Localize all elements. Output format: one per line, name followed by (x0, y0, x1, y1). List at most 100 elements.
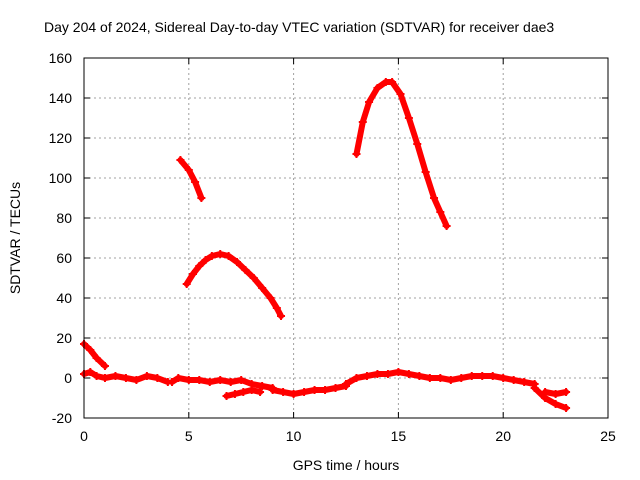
data-point (239, 388, 248, 396)
series-line (81, 341, 108, 369)
grid-lines (84, 58, 608, 418)
data-point (268, 386, 277, 394)
data-point (425, 374, 434, 382)
series-arc-baseline-start (80, 368, 172, 386)
data-point (222, 392, 231, 400)
x-tick-label: 5 (185, 428, 193, 444)
data-point (509, 376, 518, 384)
axis-ticks: 0 5 10 15 20 25 -20 0 20 40 60 80 100 120 140 160 (49, 50, 616, 444)
data-point (197, 194, 206, 202)
data-point (383, 370, 392, 378)
data-point (310, 386, 319, 394)
x-tick-label: 20 (495, 428, 511, 444)
data-point (237, 376, 246, 384)
data-point (430, 194, 439, 202)
data-point (100, 374, 109, 382)
data-point (404, 114, 413, 122)
series-arc-baseline-mid1 (168, 374, 277, 392)
data-point (241, 266, 250, 274)
data-point (352, 374, 361, 382)
data-point (226, 378, 235, 386)
x-tick-label: 15 (391, 428, 407, 444)
data-point (289, 390, 298, 398)
y-tick-label: 100 (49, 170, 73, 186)
data-point (331, 384, 340, 392)
y-tick-label: 60 (56, 250, 72, 266)
y-tick-label: 160 (49, 50, 73, 66)
data-point (230, 390, 239, 398)
series-arc-148 (352, 78, 451, 230)
data-point (373, 370, 382, 378)
data-point (207, 252, 216, 260)
data-point (358, 118, 367, 126)
series-line (177, 157, 205, 201)
data-point (195, 376, 204, 384)
data-point (562, 404, 571, 412)
data-point (436, 208, 445, 216)
y-tick-label: -20 (52, 410, 72, 426)
data-point (520, 378, 529, 386)
y-tick-label: 140 (49, 90, 73, 106)
y-axis-label: SDTVAR / TECUs (7, 182, 23, 294)
data-point (530, 384, 539, 392)
series-line (531, 385, 570, 411)
series-arc-late-flat (541, 388, 571, 398)
data-point (396, 90, 405, 98)
data-point (551, 390, 560, 398)
data-point (404, 370, 413, 378)
y-tick-label: 80 (56, 210, 72, 226)
data-point (266, 294, 275, 302)
chart-title: Day 204 of 2024, Sidereal Day-to-day VTE… (44, 19, 554, 35)
data-point (111, 372, 120, 380)
data-point (92, 354, 101, 362)
data-point (394, 368, 403, 376)
data-point (142, 372, 151, 380)
data-point (457, 374, 466, 382)
series-line (81, 369, 171, 385)
series-arc-108 (176, 156, 206, 202)
data-point (258, 284, 267, 292)
data-point (421, 168, 430, 176)
series-arc-early-decline (80, 340, 109, 370)
data-point (176, 156, 185, 164)
data-point (467, 372, 476, 380)
data-point (168, 378, 177, 386)
data-point (182, 280, 191, 288)
plot-frame (83, 57, 609, 419)
data-point (277, 312, 286, 320)
data-point (132, 376, 141, 384)
data-point (373, 84, 382, 92)
data-point (436, 374, 445, 382)
data-point (388, 78, 397, 86)
data-point (256, 388, 265, 396)
data-point (205, 378, 214, 386)
data-point (499, 374, 508, 382)
data-point (233, 258, 242, 266)
data-point (562, 388, 571, 396)
data-point (249, 274, 258, 282)
data-point (321, 386, 330, 394)
x-axis-label: GPS time / hours (293, 457, 400, 473)
data-point (551, 400, 560, 408)
series-arc-62 (182, 250, 286, 320)
data-point (488, 372, 497, 380)
data-point (342, 380, 350, 388)
data-point (272, 304, 281, 312)
data-point (184, 376, 193, 384)
data-point (92, 372, 101, 380)
data-point (541, 388, 550, 396)
data-point (362, 372, 371, 380)
data-point (174, 374, 183, 382)
data-point (100, 362, 109, 370)
series-arc-baseline-mid2 (342, 368, 539, 388)
data-point (352, 150, 361, 158)
data-point (415, 372, 424, 380)
data-point (86, 346, 95, 354)
data-point (86, 368, 95, 376)
data-point (153, 374, 162, 382)
data-point (300, 388, 309, 396)
data-point (216, 376, 225, 384)
data-point (365, 98, 374, 106)
